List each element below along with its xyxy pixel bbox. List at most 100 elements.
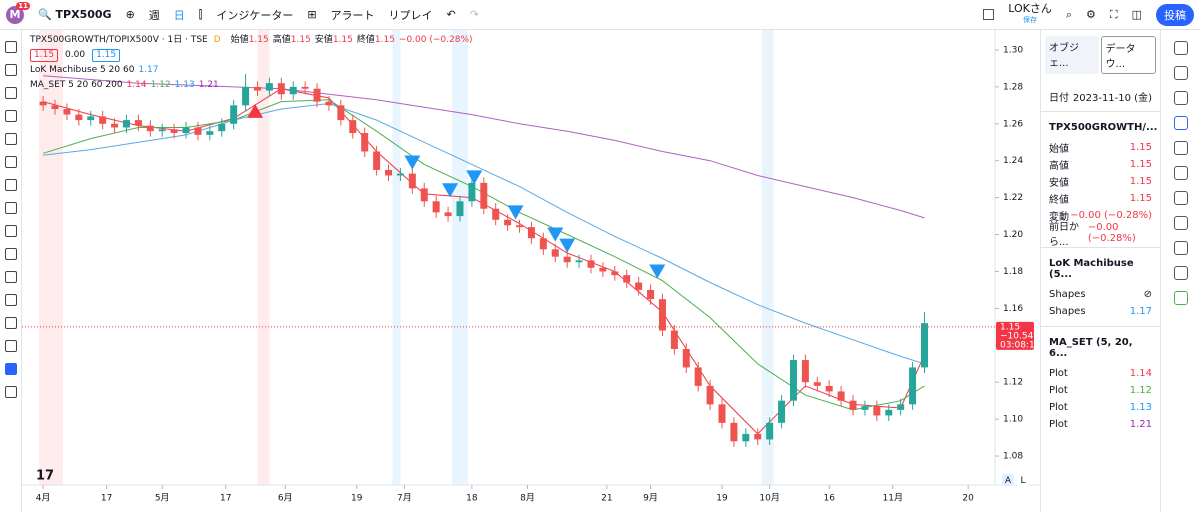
sell-signal bbox=[404, 155, 421, 170]
data-row: Shapes ⊘ bbox=[1041, 286, 1160, 303]
row-label: Plot bbox=[1049, 419, 1068, 430]
icon[interactable] bbox=[1173, 291, 1188, 305]
data-row: Shapes 1.17 bbox=[1041, 303, 1160, 320]
tool[interactable] bbox=[4, 156, 17, 168]
tool[interactable] bbox=[4, 340, 17, 352]
tool[interactable] bbox=[4, 317, 17, 329]
tool[interactable] bbox=[4, 386, 17, 398]
candle-body bbox=[301, 86, 309, 89]
fullscreen[interactable]: ⛶ bbox=[1109, 7, 1118, 21]
axis-button[interactable] bbox=[1002, 474, 1014, 486]
tool[interactable] bbox=[4, 64, 17, 76]
tool[interactable] bbox=[4, 41, 17, 53]
candle-body bbox=[385, 169, 393, 176]
interval[interactable]: 週 bbox=[148, 8, 160, 22]
data-row: 安値 1.15 bbox=[1041, 173, 1160, 190]
sell-signal bbox=[649, 264, 666, 279]
ohlc-value: 1.15 bbox=[374, 35, 395, 45]
replay[interactable]: リプレイ bbox=[388, 8, 433, 22]
layout-button[interactable] bbox=[983, 9, 995, 20]
snapshot[interactable]: ◫ bbox=[1131, 8, 1142, 21]
row-label: Plot bbox=[1049, 402, 1068, 413]
candle-body bbox=[516, 225, 524, 228]
tool[interactable] bbox=[4, 133, 17, 145]
icon[interactable] bbox=[1173, 166, 1188, 180]
candle-body bbox=[277, 83, 285, 95]
section-title: MA_SET (5, 20, 6... bbox=[1041, 326, 1160, 365]
row-label: 変動 bbox=[1049, 212, 1069, 223]
tool[interactable] bbox=[4, 271, 17, 283]
icon[interactable] bbox=[1173, 216, 1188, 230]
row-label: 高値 bbox=[1049, 161, 1069, 172]
y-tick-label: 1.28 bbox=[1003, 82, 1023, 92]
candle-body bbox=[373, 151, 381, 170]
x-tick-label: 19 bbox=[716, 494, 728, 504]
symbol[interactable]: 🔍 TPX500G bbox=[38, 8, 112, 21]
tool[interactable] bbox=[4, 87, 17, 99]
tool[interactable] bbox=[4, 110, 17, 122]
candle-body bbox=[897, 404, 905, 410]
interval-day[interactable]: 日 bbox=[173, 8, 185, 22]
indicator-line: LoK Machibuse 5 20 60 1.17 bbox=[30, 63, 473, 78]
axis-button-label: L bbox=[1020, 476, 1025, 486]
candle-body bbox=[158, 129, 166, 132]
x-tick-label: 9月 bbox=[643, 493, 658, 504]
indicator-name: MA_SET 5 20 60 200 bbox=[30, 80, 123, 90]
right-icon-bar bbox=[1160, 30, 1200, 512]
data-row: Plot 1.12 bbox=[1041, 382, 1160, 399]
avatar[interactable]: M 11 bbox=[6, 1, 30, 24]
candle-body bbox=[611, 271, 619, 276]
icon[interactable] bbox=[1173, 66, 1188, 80]
icon[interactable] bbox=[1173, 91, 1188, 105]
icon[interactable] bbox=[1173, 41, 1188, 55]
axis-button[interactable] bbox=[1017, 474, 1029, 486]
sell-signal bbox=[547, 227, 564, 242]
icon[interactable] bbox=[1173, 191, 1188, 205]
tool[interactable] bbox=[4, 294, 17, 306]
x-tick-label: 17 bbox=[101, 494, 112, 504]
tab[interactable]: データウ... bbox=[1100, 36, 1156, 74]
ma-line bbox=[42, 99, 925, 411]
candle-body bbox=[218, 123, 226, 132]
x-tick-label: 18 bbox=[466, 494, 478, 504]
candle-body bbox=[647, 289, 655, 300]
tool[interactable] bbox=[4, 363, 17, 375]
x-tick-label: 11月 bbox=[883, 493, 903, 504]
row-value: 1.12 bbox=[1129, 385, 1152, 396]
chart: 1.081.101.121.141.161.181.201.221.241.26… bbox=[22, 30, 1040, 504]
candle-body bbox=[694, 367, 702, 386]
settings[interactable]: ⚙ bbox=[1086, 8, 1096, 21]
candle-body bbox=[670, 330, 678, 349]
tool[interactable] bbox=[4, 202, 17, 214]
icon[interactable] bbox=[1173, 141, 1188, 155]
tool[interactable] bbox=[4, 179, 17, 191]
price-boxes: 1.15 0.00 1.15 bbox=[30, 48, 473, 63]
row-value: 1.13 bbox=[1129, 402, 1152, 413]
icon[interactable] bbox=[1173, 241, 1188, 255]
chart-type[interactable]: ⫿ bbox=[198, 7, 203, 21]
icon[interactable] bbox=[1173, 266, 1188, 280]
indicators[interactable]: インジケーター bbox=[216, 8, 294, 22]
layouts[interactable]: ⊞ bbox=[307, 8, 317, 21]
add-symbol[interactable]: ⊕ bbox=[125, 8, 135, 21]
candle-body bbox=[182, 127, 190, 134]
row-label: 終値 bbox=[1049, 195, 1069, 206]
icon[interactable] bbox=[1173, 116, 1188, 130]
tool[interactable] bbox=[4, 248, 17, 260]
publish-button[interactable]: 投稿 bbox=[1156, 3, 1194, 26]
indicator-value: 1.14 bbox=[126, 80, 147, 90]
candle-body bbox=[682, 348, 690, 368]
x-tick-label: 6月 bbox=[278, 493, 293, 504]
tab[interactable]: オブジェ... bbox=[1045, 36, 1099, 74]
alert[interactable]: アラート bbox=[330, 8, 375, 22]
user[interactable]: LOKさん 保存 bbox=[1008, 3, 1052, 25]
tool[interactable] bbox=[4, 225, 17, 237]
undo[interactable]: ↶ bbox=[446, 8, 456, 21]
candle-body bbox=[265, 83, 273, 91]
row-label: Shapes bbox=[1049, 306, 1086, 317]
legend-change: −0.00 (−0.28%) bbox=[398, 35, 473, 45]
y-tick-label: 1.16 bbox=[1003, 304, 1023, 314]
sell-signal bbox=[559, 238, 576, 253]
search[interactable]: ⌕ bbox=[1065, 7, 1073, 21]
candle-body bbox=[194, 127, 202, 135]
